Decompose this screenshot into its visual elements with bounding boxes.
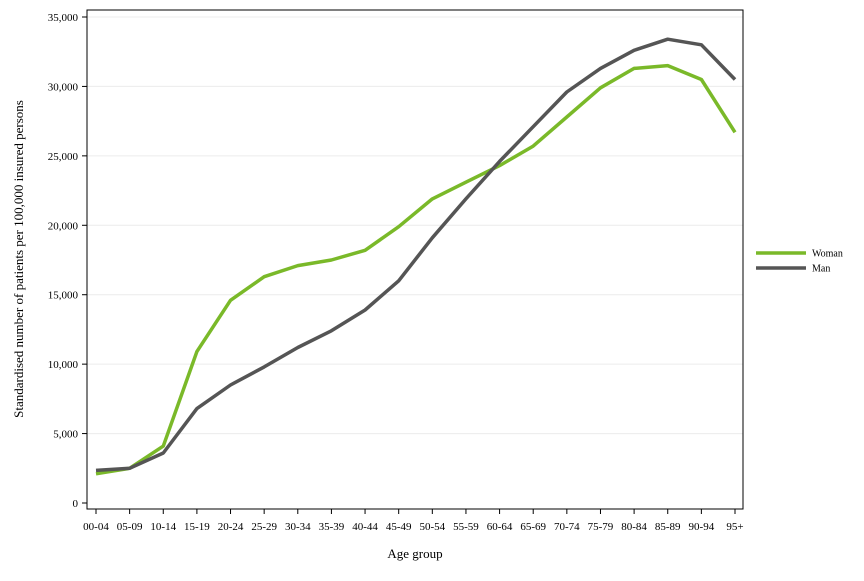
series-line-woman <box>95 63 737 476</box>
series-line-man <box>95 37 737 473</box>
y-tick-label: 35,000 <box>48 12 79 24</box>
x-tick-label: 85-89 <box>655 521 681 533</box>
x-tick-label: 35-39 <box>319 521 345 533</box>
x-tick-label: 00-04 <box>83 521 109 533</box>
x-tick-label: 20-24 <box>218 521 244 533</box>
x-tick-label: 70-74 <box>554 521 580 533</box>
x-tick-label: 65-69 <box>520 521 546 533</box>
y-tick-label: 10,000 <box>48 359 79 371</box>
y-tick-label: 30,000 <box>48 81 79 93</box>
x-tick-label: 50-54 <box>419 521 445 533</box>
y-tick-label: 0 <box>73 498 79 510</box>
y-axis: 0 5,000 10,000 15,000 20,000 25,000 30,000 35,0… <box>48 12 87 510</box>
x-tick-label: 75-79 <box>588 521 614 533</box>
x-tick-label: 95+ <box>726 521 743 533</box>
x-tick-label: 60-64 <box>487 521 513 533</box>
x-tick-label: 55-59 <box>453 521 479 533</box>
x-tick-label: 30-34 <box>285 521 311 533</box>
x-axis-title: Age group <box>387 546 442 561</box>
y-tick-label: 15,000 <box>48 290 79 302</box>
y-tick-label: 5,000 <box>53 429 78 441</box>
x-tick-label: 40-44 <box>352 521 378 533</box>
x-tick-label: 80-84 <box>621 521 647 533</box>
x-tick-label: 10-14 <box>150 521 176 533</box>
y-axis-title: Standardised number of patients per 100,… <box>11 100 26 418</box>
series-lines <box>95 37 737 476</box>
x-tick-label: 45-49 <box>386 521 412 533</box>
x-axis: 00-04 05-09 10-14 15-19 20-24 25-29 30-34 35-39… <box>83 509 744 533</box>
y-tick-label: 20,000 <box>48 220 79 232</box>
y-tick-label: 25,000 <box>48 151 79 163</box>
legend-label-woman: Woman <box>812 249 843 260</box>
legend: Woman Man <box>756 249 843 275</box>
gridlines <box>87 16 743 435</box>
x-tick-label: 25-29 <box>251 521 277 533</box>
x-tick-label: 15-19 <box>184 521 210 533</box>
x-tick-label: 90-94 <box>689 521 715 533</box>
legend-label-man: Man <box>812 264 830 275</box>
plot-frame <box>86 9 744 510</box>
x-tick-label: 05-09 <box>117 521 143 533</box>
